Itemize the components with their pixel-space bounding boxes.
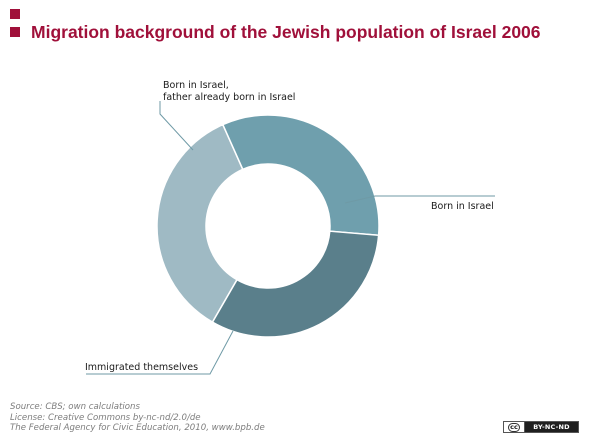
license-badge[interactable]: cc BY-NC-ND xyxy=(503,421,579,433)
chart-title: Migration background of the Jewish popul… xyxy=(31,22,541,42)
donut-slice-3 xyxy=(211,230,380,338)
source-notes: Source: CBS; own calculations License: C… xyxy=(10,402,265,434)
slice-label-2: Born in Israel xyxy=(431,201,494,212)
creative-commons-icon: cc xyxy=(504,422,525,432)
donut-slice-2 xyxy=(221,114,380,237)
leader-lines xyxy=(86,101,495,375)
slice-labels: Born in Israel, father already born in Is… xyxy=(85,80,494,373)
leader-line-3 xyxy=(86,330,234,375)
license-terms-label: BY-NC-ND xyxy=(525,422,578,432)
slice-label-3: Immigrated themselves xyxy=(85,362,198,373)
donut-slice-1 xyxy=(156,123,244,324)
slice-label-1: Born in Israel, father already born in Is… xyxy=(163,80,295,103)
accent-square-top xyxy=(10,9,20,19)
title-bullet-square xyxy=(10,27,20,37)
publisher-line: The Federal Agency for Civic Education, … xyxy=(10,423,265,433)
leader-line-2 xyxy=(344,195,495,204)
leader-line-1 xyxy=(159,101,194,151)
source-line: Source: CBS; own calculations xyxy=(10,402,140,412)
license-line: License: Creative Commons by-nc-nd/2.0/d… xyxy=(10,412,201,423)
donut-slices xyxy=(156,114,380,338)
